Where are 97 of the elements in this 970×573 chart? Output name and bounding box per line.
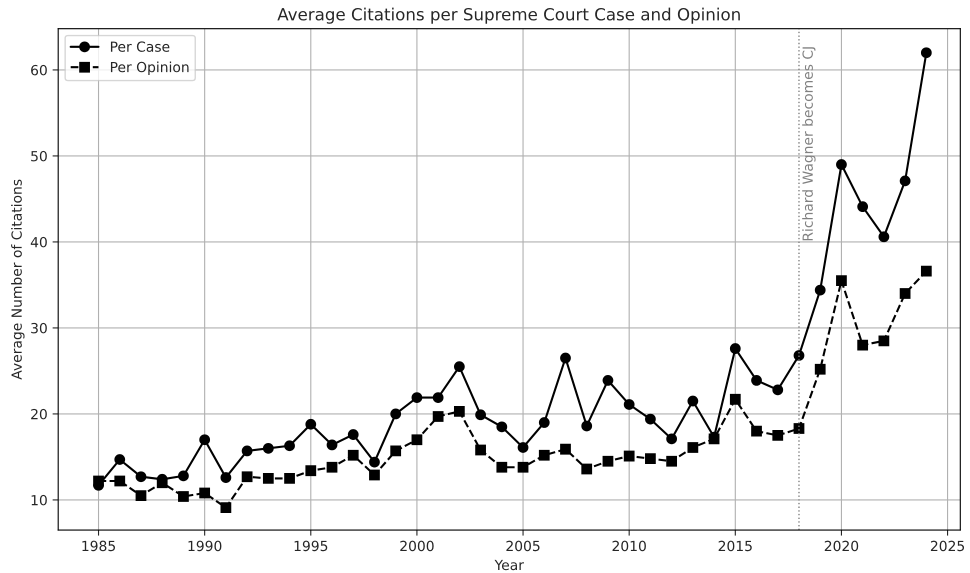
point (730, 394, 741, 405)
point (220, 502, 232, 514)
point (136, 490, 146, 502)
y-tick-label: 10 (32, 494, 47, 506)
x-tick-label: 2015 (718, 540, 752, 552)
point (624, 450, 635, 462)
point (199, 488, 210, 498)
point (645, 414, 656, 424)
point (602, 456, 614, 467)
point (412, 434, 422, 446)
point (645, 453, 656, 464)
point (836, 275, 847, 286)
point (920, 266, 932, 277)
point (751, 375, 762, 386)
point (454, 361, 465, 372)
ref-line-label: Richard Wagner becomes CJ (802, 47, 816, 240)
point (602, 375, 614, 386)
point (475, 409, 486, 420)
point (814, 364, 826, 375)
point (836, 159, 847, 170)
point (730, 343, 741, 354)
point (772, 430, 784, 441)
x-tick-label: 2005 (506, 540, 540, 552)
point (857, 340, 868, 351)
point (538, 417, 550, 428)
point (136, 471, 146, 482)
y-tick-label: 50 (31, 150, 47, 162)
point (114, 476, 126, 486)
point (878, 231, 890, 242)
point (178, 470, 189, 482)
point (560, 444, 571, 455)
point (432, 392, 444, 403)
point (412, 392, 422, 403)
legend-label: Per Case (110, 41, 170, 52)
point (93, 476, 104, 486)
legend-label: Per Opinion (110, 62, 189, 75)
point (178, 491, 189, 502)
point (794, 423, 804, 434)
point (518, 462, 528, 473)
point (348, 429, 359, 440)
point (687, 396, 698, 406)
point (538, 450, 550, 461)
x-tick-label: 1990 (188, 540, 222, 552)
point (560, 352, 571, 364)
point (262, 442, 274, 454)
x-tick-label: 2000 (400, 540, 434, 552)
point (390, 408, 402, 420)
chart-title: Average Citations per Supreme Court Case and Opinion (277, 8, 740, 24)
point (496, 462, 508, 473)
y-tick-label: 20 (31, 408, 47, 420)
point (814, 284, 826, 296)
point (348, 450, 359, 461)
point (751, 426, 762, 437)
point (284, 440, 295, 452)
point (305, 465, 316, 476)
point (857, 201, 868, 212)
y-axis-title: Average Number of Citations (11, 180, 25, 380)
point (900, 175, 910, 186)
x-axis-title: Year (494, 560, 524, 570)
point (920, 47, 932, 58)
point (794, 350, 804, 361)
point (687, 442, 698, 453)
point (326, 462, 338, 473)
point (496, 421, 508, 432)
x-tick-label: 2025 (930, 540, 964, 552)
point (242, 471, 252, 482)
point (432, 411, 444, 422)
point (114, 454, 126, 465)
point (220, 472, 232, 483)
point (369, 470, 380, 480)
y-tick-label: 30 (31, 322, 47, 334)
point (305, 418, 316, 430)
point (369, 456, 380, 468)
point (581, 420, 592, 432)
point (624, 399, 635, 410)
x-tick-label: 2020 (824, 540, 858, 552)
point (454, 406, 465, 417)
point (284, 473, 295, 484)
point (156, 477, 168, 488)
point (242, 446, 252, 456)
point (900, 288, 910, 299)
point (262, 473, 274, 484)
point (390, 446, 402, 456)
point (878, 335, 890, 346)
point (581, 464, 592, 474)
y-tick-label: 40 (30, 236, 47, 248)
point (666, 433, 678, 444)
point (475, 444, 486, 456)
y-tick-label: 60 (31, 64, 47, 76)
point (518, 442, 528, 453)
x-tick-label: 2010 (612, 540, 646, 552)
point (772, 384, 784, 396)
point (199, 434, 210, 446)
x-tick-label: 1985 (82, 540, 115, 552)
point (666, 456, 678, 467)
x-tick-label: 1995 (294, 540, 328, 552)
point (326, 440, 338, 450)
